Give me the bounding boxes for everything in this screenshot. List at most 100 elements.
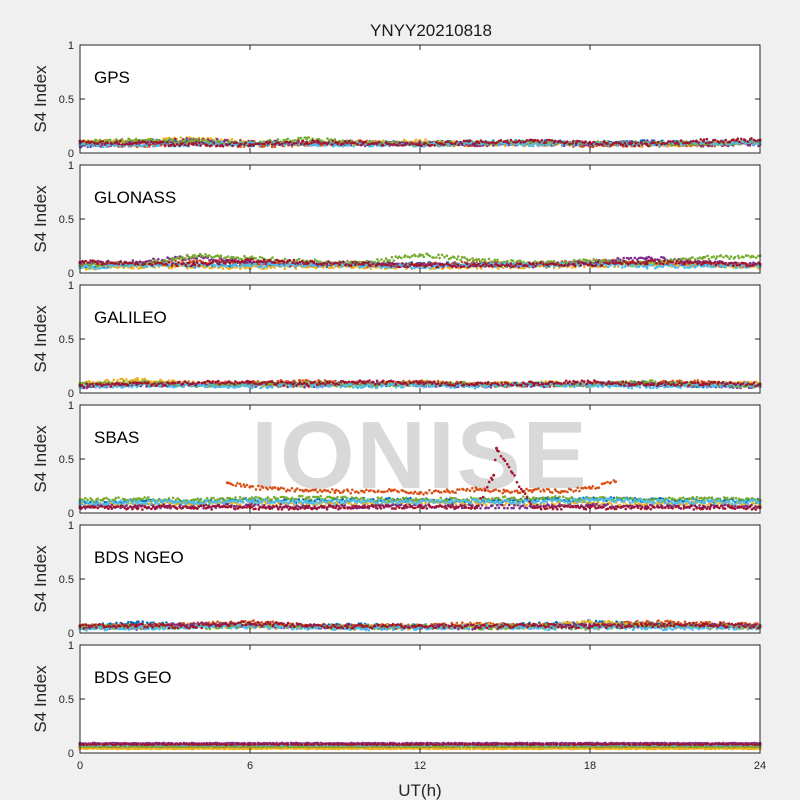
data-point — [179, 136, 182, 139]
data-point — [294, 267, 298, 270]
data-point — [209, 139, 213, 143]
data-point — [382, 139, 385, 142]
data-point — [651, 259, 654, 262]
data-point — [577, 143, 580, 147]
data-point — [313, 140, 316, 143]
data-point — [135, 261, 139, 265]
data-point — [224, 261, 227, 265]
data-point — [472, 259, 476, 262]
data-point — [572, 258, 576, 262]
data-point — [293, 264, 297, 268]
data-point — [239, 145, 242, 149]
data-point — [483, 258, 487, 262]
data-point — [746, 264, 749, 268]
data-point — [219, 254, 223, 257]
data-point — [469, 264, 472, 268]
data-point — [511, 259, 515, 263]
data-point — [342, 142, 345, 145]
plot-area — [79, 44, 761, 154]
data-point — [645, 260, 649, 264]
y-tick-label: 0 — [68, 268, 74, 280]
data-point — [342, 260, 345, 264]
data-point — [153, 140, 156, 144]
data-point — [635, 265, 638, 269]
data-point — [683, 262, 687, 265]
data-point — [543, 139, 547, 142]
data-point — [254, 257, 257, 260]
data-point — [445, 254, 449, 257]
data-point — [449, 256, 453, 260]
data-point — [173, 257, 176, 261]
data-point — [408, 256, 412, 259]
data-point — [120, 137, 124, 141]
data-point — [739, 137, 743, 141]
data-point — [691, 256, 694, 259]
data-point — [416, 264, 419, 268]
data-point — [742, 255, 745, 259]
data-point — [653, 259, 656, 263]
data-point — [433, 262, 437, 266]
data-point — [405, 141, 409, 145]
data-point — [525, 264, 529, 268]
data-point — [705, 264, 709, 268]
data-point — [659, 265, 662, 268]
data-point — [187, 142, 191, 145]
data-point — [378, 262, 381, 266]
data-point — [501, 263, 504, 266]
data-point — [106, 141, 109, 145]
data-point — [252, 260, 256, 264]
data-point — [345, 263, 348, 266]
data-point — [462, 265, 466, 268]
data-point — [689, 260, 692, 263]
data-point — [121, 143, 124, 146]
data-point — [430, 264, 434, 268]
data-point — [302, 262, 306, 266]
data-point — [280, 263, 284, 267]
data-point — [149, 137, 153, 141]
data-point — [114, 144, 118, 147]
data-point — [722, 255, 725, 259]
data-point — [630, 264, 634, 268]
data-point — [115, 140, 119, 143]
data-point — [183, 138, 187, 141]
data-point — [224, 138, 227, 142]
data-point — [143, 262, 146, 266]
data-point — [388, 261, 391, 265]
data-point — [701, 139, 705, 143]
data-point — [263, 142, 266, 146]
data-point — [640, 143, 644, 146]
data-point — [167, 261, 171, 264]
data-point — [248, 142, 252, 146]
data-point — [89, 145, 92, 148]
data-point — [673, 257, 677, 261]
data-point — [674, 262, 677, 265]
data-point — [714, 138, 717, 142]
data-point — [131, 139, 134, 142]
data-point — [269, 259, 272, 263]
data-point — [283, 267, 287, 271]
data-point — [637, 265, 641, 269]
data-point — [728, 140, 731, 144]
data-point — [270, 145, 274, 149]
data-point — [297, 139, 300, 142]
data-point — [614, 259, 618, 263]
data-point — [268, 261, 272, 265]
data-point — [291, 261, 295, 265]
data-point — [744, 262, 748, 265]
data-point — [412, 142, 415, 146]
data-point — [657, 259, 661, 263]
data-point — [735, 264, 739, 267]
data-point — [198, 141, 201, 145]
data-point — [720, 264, 723, 268]
data-point — [511, 265, 515, 269]
data-point — [181, 142, 184, 145]
data-point — [393, 262, 397, 266]
data-point — [329, 266, 333, 269]
data-point — [560, 263, 563, 267]
data-point — [578, 140, 581, 143]
data-point — [345, 141, 348, 144]
data-point — [357, 263, 361, 266]
data-point — [94, 267, 97, 271]
data-point — [475, 263, 479, 267]
data-point — [185, 253, 189, 257]
